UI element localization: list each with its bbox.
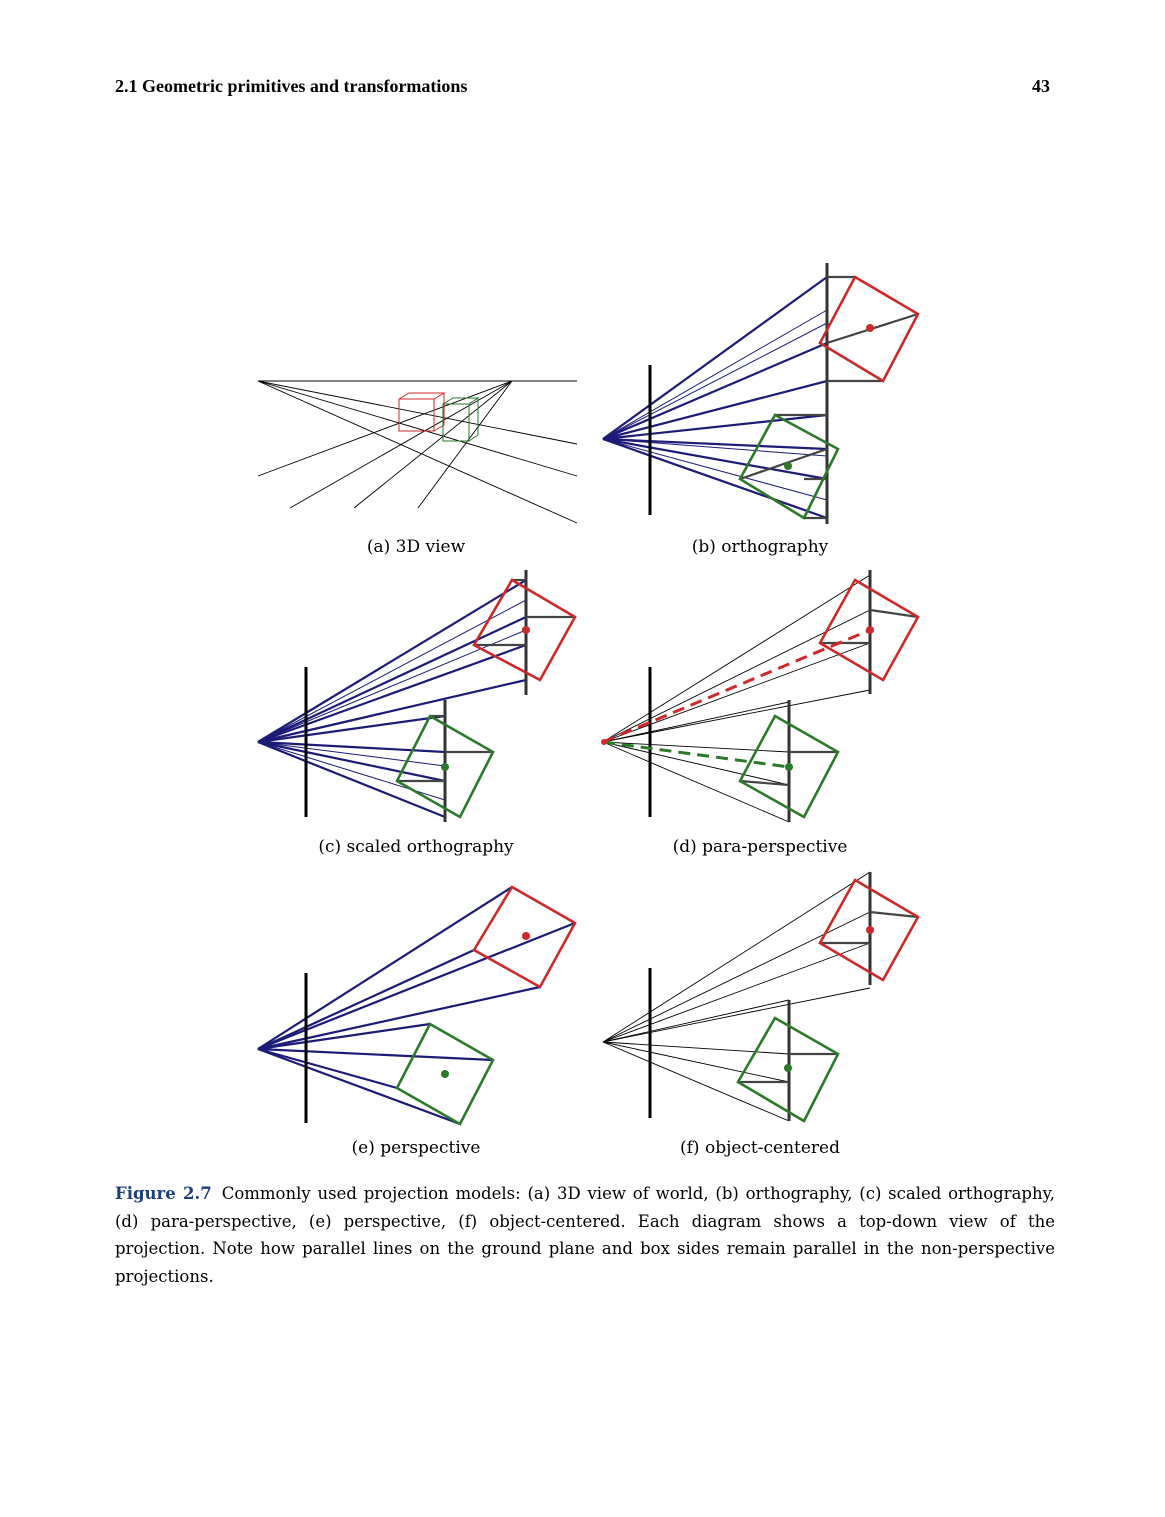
projection-rays (257, 579, 527, 819)
red-box-center (866, 926, 874, 934)
red-box (818, 578, 920, 682)
red-center-ray (602, 628, 871, 744)
red-box (818, 275, 920, 383)
green-center-ray (602, 740, 790, 769)
oblique-projectors (739, 608, 919, 787)
panel-f-object-centered (602, 871, 920, 1123)
running-header-section: 2.1 Geometric primitives and transformat… (115, 76, 468, 96)
green-box (738, 413, 840, 520)
red-box (472, 578, 577, 682)
red-box-center (866, 324, 874, 332)
red-box-center (522, 932, 530, 940)
green-box-center (785, 763, 793, 771)
panel-label-a: (a) 3D view (367, 537, 466, 557)
red-box-center (866, 626, 874, 634)
projectors (738, 910, 919, 1084)
green-box (395, 714, 495, 819)
caption-label: Figure 2.7 (115, 1184, 212, 1203)
green-box-3d (442, 397, 480, 442)
green-box-center (784, 1064, 792, 1072)
panel-label-f: (f) object-centered (680, 1138, 840, 1158)
red-box-center (522, 626, 530, 634)
panel-d-para-perspective (601, 570, 920, 823)
projection-center (601, 739, 607, 745)
green-box-center (441, 763, 449, 771)
panel-label-e: (e) perspective (352, 1138, 481, 1158)
projection-rays (602, 574, 871, 823)
green-box-center (441, 1070, 449, 1078)
page-number: 43 (1032, 76, 1050, 96)
green-box-center (784, 462, 792, 470)
caption-text: Commonly used projection models: (a) 3D … (115, 1184, 1055, 1286)
green-box (738, 714, 840, 819)
projection-rays (602, 276, 828, 520)
figure-caption: Figure 2.7 Commonly used projection model… (115, 1180, 1055, 1290)
panel-b-orthography (602, 263, 920, 524)
red-box (472, 885, 577, 989)
projection-rays (257, 886, 576, 1126)
panel-label-d: (d) para-perspective (673, 837, 848, 857)
projection-rays (602, 871, 871, 1122)
panel-label-b: (b) orthography (692, 537, 829, 557)
red-box (818, 878, 920, 982)
panel-label-c: (c) scaled orthography (318, 837, 514, 857)
green-box (736, 1016, 840, 1123)
green-box (395, 1022, 495, 1126)
panel-a-3d-view (257, 380, 578, 524)
projection-models-figure: (a) 3D view (257, 263, 920, 1158)
panel-c-scaled-orthography (257, 570, 577, 822)
panel-e-perspective (257, 885, 577, 1126)
